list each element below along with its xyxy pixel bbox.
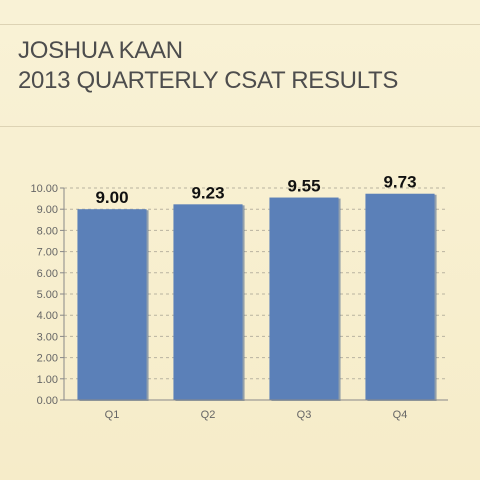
x-tick-label: Q2 [201, 409, 216, 421]
data-label: 9.73 [383, 173, 416, 192]
x-tick-label: Q1 [105, 409, 120, 421]
y-tick-label: 0.00 [37, 395, 58, 407]
y-tick-label: 1.00 [37, 374, 58, 386]
bar [173, 204, 243, 400]
top-divider [0, 24, 480, 25]
y-tick-label: 10.00 [30, 183, 58, 195]
bar [269, 197, 339, 400]
data-label: 9.55 [287, 177, 320, 196]
x-tick-label: Q4 [393, 409, 408, 421]
title-line-subtitle: 2013 QUARTERLY CSAT RESULTS [18, 67, 399, 94]
y-tick-label: 6.00 [37, 268, 58, 280]
y-tick-label: 3.00 [37, 331, 58, 343]
chart-title: JOSHUA KAAN 2013 QUARTERLY CSAT RESULTS [18, 36, 398, 96]
y-tick-label: 4.00 [37, 310, 58, 322]
title-line-name: JOSHUA KAAN [18, 37, 183, 64]
title-divider [0, 126, 480, 127]
y-tick-label: 7.00 [37, 247, 58, 259]
x-tick-label: Q3 [297, 409, 312, 421]
data-label: 9.00 [95, 188, 128, 207]
y-tick-label: 8.00 [37, 225, 58, 237]
y-tick-label: 2.00 [37, 353, 58, 365]
y-tick-label: 9.00 [37, 204, 58, 216]
bar [77, 209, 147, 400]
y-tick-label: 5.00 [37, 289, 58, 301]
data-label: 9.23 [191, 183, 224, 202]
bar [365, 193, 435, 400]
